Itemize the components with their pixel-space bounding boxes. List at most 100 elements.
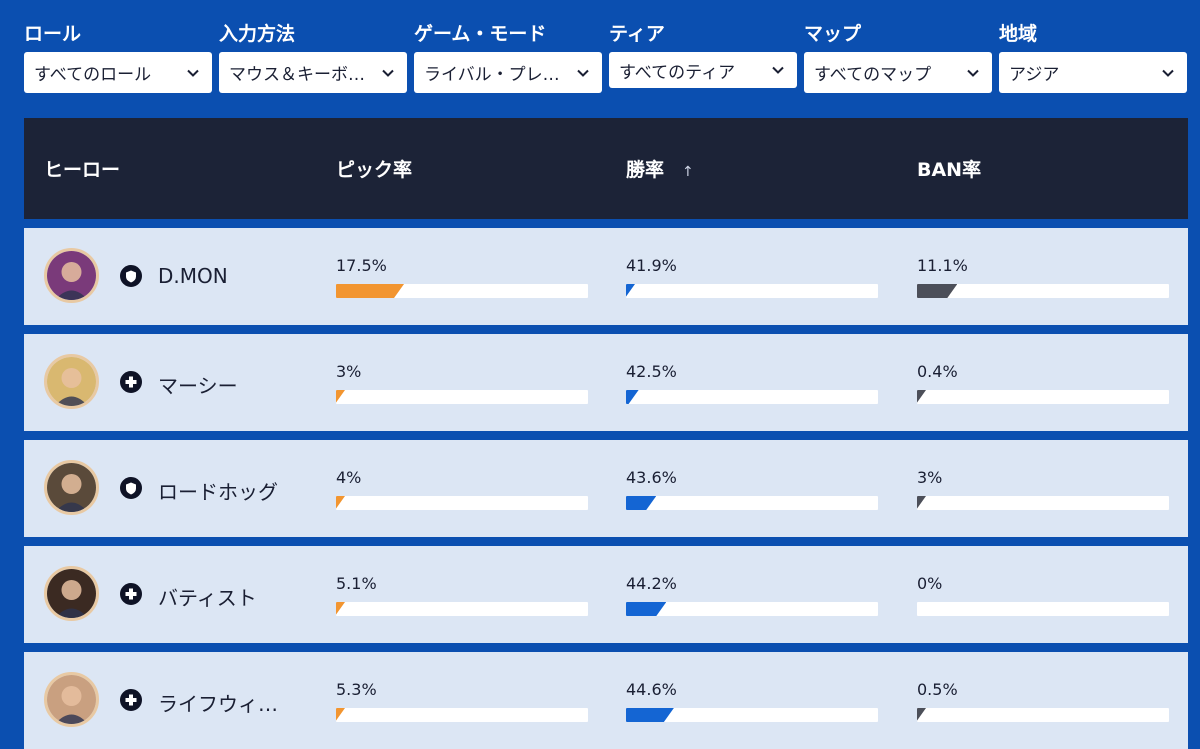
pick-rate-value: 4% [336,468,362,487]
filter-region: 地域 アジア [999,20,1187,93]
win-rate-value: 42.5% [626,362,677,381]
header-win-rate-label: 勝率 [626,159,665,181]
ban-rate-bar [917,390,1169,404]
filter-map: マップ すべてのマップ [804,20,992,93]
chevron-down-icon [1162,69,1174,77]
pick-rate-bar [336,496,588,510]
select-value: すべてのティア [619,62,736,83]
chevron-down-icon [577,69,589,77]
tier-select[interactable]: すべてのティア [609,52,797,88]
select-value: マウス＆キーボ… [229,65,365,85]
ban-rate-cell: 11.1% [917,256,1169,298]
table-row[interactable]: ロードホッグ 4% 43.6% 3% [24,440,1188,537]
win-rate-value: 44.2% [626,574,677,593]
win-rate-fill [626,708,674,722]
header-ban-rate[interactable]: BAN率 [917,159,982,181]
select-value: すべてのマップ [814,65,932,85]
pick-rate-cell: 5.3% [336,680,588,722]
pick-rate-fill [336,496,345,510]
filter-label: マップ [804,23,862,45]
pick-rate-fill [336,708,345,722]
win-rate-value: 43.6% [626,468,677,487]
ban-rate-value: 3% [917,468,943,487]
header-pick-rate[interactable]: ピック率 [336,159,413,181]
chevron-down-icon [382,69,394,77]
win-rate-value: 44.6% [626,680,677,699]
select-value: アジア [1009,65,1060,85]
hero-name: マーシー [158,374,238,398]
pick-rate-fill [336,390,345,404]
filter-label: 地域 [999,23,1038,45]
win-rate-value: 41.9% [626,256,677,275]
win-rate-bar [626,708,878,722]
win-rate-cell: 42.5% [626,362,878,404]
ban-rate-bar [917,708,1169,722]
filter-label: ロール [24,23,82,45]
table-row[interactable]: マーシー 3% 42.5% 0.4% [24,334,1188,431]
game-mode-select[interactable]: ライバル・プレ… [414,52,602,93]
hero-portrait-icon [47,569,96,618]
ban-rate-cell: 0.5% [917,680,1169,722]
pick-rate-bar [336,390,588,404]
ban-rate-fill [917,496,926,510]
ban-rate-value: 0.4% [917,362,958,381]
filter-label: ティア [609,23,665,45]
role-select[interactable]: すべてのロール [24,52,212,93]
win-rate-cell: 44.6% [626,680,878,722]
chevron-down-icon [967,69,979,77]
chevron-down-icon [187,69,199,77]
table-row[interactable]: ライフウィ… 5.3% 44.6% 0.5% [24,652,1188,749]
filter-label: 入力方法 [219,23,296,45]
hero-avatar [44,566,99,621]
ban-rate-cell: 0% [917,574,1169,616]
table-row[interactable]: バティスト 5.1% 44.2% 0% [24,546,1188,643]
tank-icon [120,477,142,499]
filter-input-method: 入力方法 マウス＆キーボ… [219,20,407,93]
hero-avatar [44,248,99,303]
tank-icon [120,265,142,287]
region-select[interactable]: アジア [999,52,1187,93]
hero-stats-table: ヒーロー ピック率 勝率 ↑ BAN率 D.MON 17.5% 41.9% 11.… [24,118,1188,749]
win-rate-bar [626,390,878,404]
filter-tier: ティア すべてのティア [609,20,797,93]
pick-rate-cell: 3% [336,362,588,404]
pick-rate-bar [336,602,588,616]
hero-name: D.MON [158,264,228,288]
win-rate-fill [626,602,666,616]
filter-game-mode: ゲーム・モード ライバル・プレ… [414,20,602,93]
hero-portrait-icon [47,357,96,406]
ban-rate-bar [917,496,1169,510]
pick-rate-bar [336,284,588,298]
hero-portrait-icon [47,463,96,512]
hero-avatar [44,460,99,515]
header-win-rate[interactable]: 勝率 ↑ [626,155,694,182]
pick-rate-fill [336,602,345,616]
ban-rate-fill [917,390,926,404]
support-icon [120,583,142,605]
ban-rate-fill [917,284,957,298]
pick-rate-bar [336,708,588,722]
ban-rate-cell: 3% [917,468,1169,510]
input-method-select[interactable]: マウス＆キーボ… [219,52,407,93]
hero-avatar [44,354,99,409]
filter-label: ゲーム・モード [414,23,547,45]
pick-rate-fill [336,284,404,298]
hero-portrait-icon [47,251,96,300]
map-select[interactable]: すべてのマップ [804,52,992,93]
table-header: ヒーロー ピック率 勝率 ↑ BAN率 [24,118,1188,219]
win-rate-bar [626,496,878,510]
pick-rate-value: 3% [336,362,362,381]
win-rate-bar [626,602,878,616]
pick-rate-cell: 5.1% [336,574,588,616]
pick-rate-value: 5.1% [336,574,377,593]
table-row[interactable]: D.MON 17.5% 41.9% 11.1% [24,228,1188,325]
ban-rate-value: 11.1% [917,256,968,275]
win-rate-cell: 44.2% [626,574,878,616]
chevron-down-icon [772,66,784,74]
table-body: D.MON 17.5% 41.9% 11.1% マーシー 3% [24,228,1188,749]
hero-name: バティスト [158,586,257,610]
ban-rate-value: 0% [917,574,943,593]
header-hero: ヒーロー [44,159,121,181]
support-icon [120,689,142,711]
pick-rate-cell: 17.5% [336,256,588,298]
